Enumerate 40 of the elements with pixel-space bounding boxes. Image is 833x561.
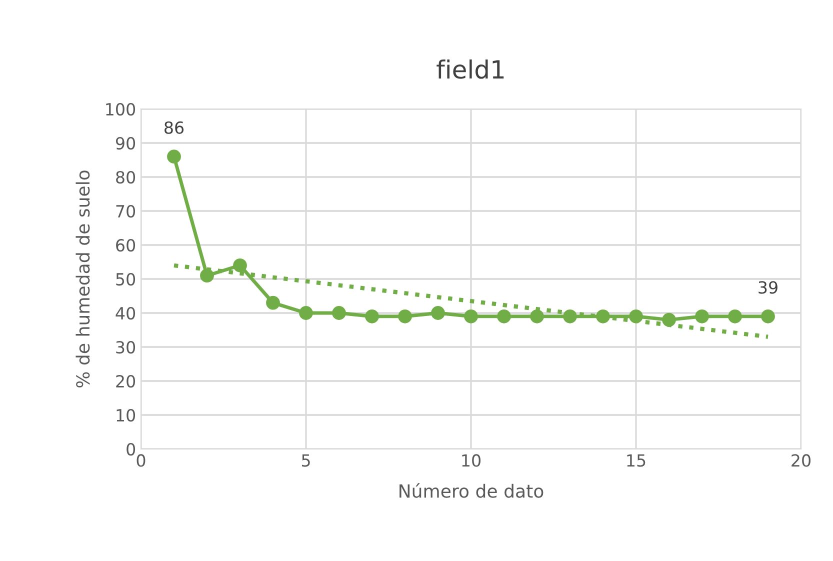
point [365,309,379,324]
point [728,309,742,324]
x-tick-label: 15 [627,454,646,467]
y-tick-label: 100 [106,102,136,116]
point [464,309,478,324]
x-tick-label: 10 [462,454,480,467]
point [695,309,709,324]
x-tick-label: 5 [302,454,310,467]
point [233,258,247,272]
y-tick-label: 70 [116,204,136,218]
y-tick-label: 30 [116,340,136,354]
point [299,306,313,320]
y-tick-label: 90 [116,136,136,150]
point [497,309,511,324]
point [398,309,412,324]
point [266,296,280,310]
point [431,306,445,320]
point [596,309,610,324]
x-axis-title: Número de dato [400,483,544,498]
y-axis-title: % de humedad de suelo [76,170,90,388]
point [167,150,181,164]
point [761,309,775,324]
point [200,268,214,283]
point [332,306,346,320]
y-tick-label: 80 [116,170,136,184]
y-tick-label: 0 [126,442,136,456]
y-tick-label: 50 [116,272,136,286]
x-tick-label: 0 [136,454,146,467]
y-tick-label: 60 [116,238,136,252]
point [563,309,577,324]
x-tick-label: 20 [792,454,810,467]
data-label: 39 [758,281,778,294]
point [662,312,676,327]
y-tick-label: 10 [116,408,136,422]
point [629,309,643,324]
y-tick-label: 40 [116,306,136,320]
point [530,309,544,324]
data-label: 86 [164,121,184,134]
chart-title: field1 [436,59,504,79]
y-tick-label: 20 [116,374,136,388]
